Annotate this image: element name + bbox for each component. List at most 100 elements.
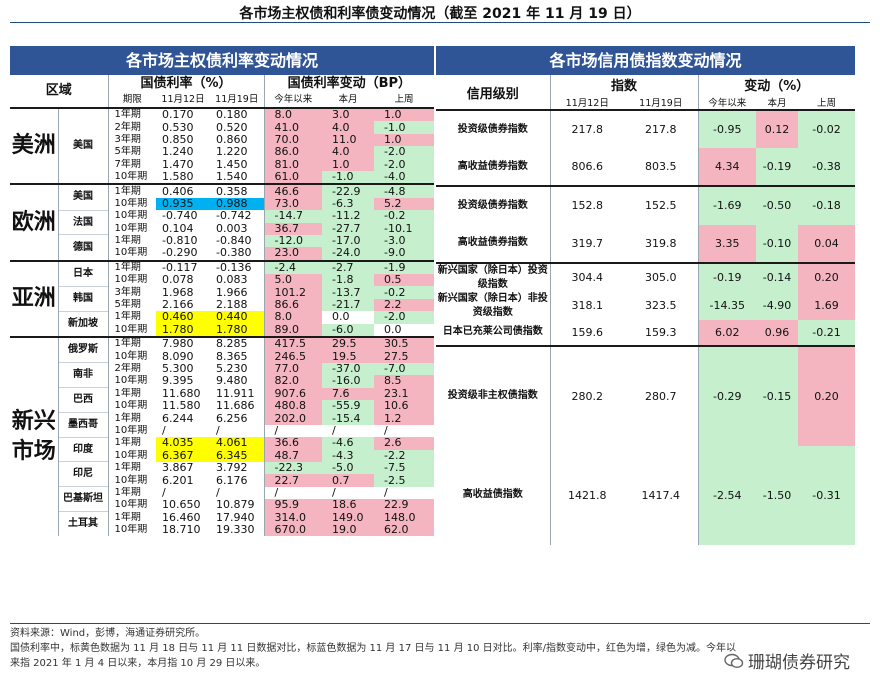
change-mtd-cell: -1.50 bbox=[756, 445, 799, 545]
yield-date1-cell: -0.740 bbox=[162, 210, 198, 223]
credit-table-body: 投资级债券指数 217.8 217.8 -0.95 0.12 -0.02 高收益债券指数 80… bbox=[436, 108, 856, 545]
change-ytd-cell: -14.35 bbox=[697, 291, 757, 320]
period-cell: 1年期 bbox=[114, 311, 141, 323]
period-cell: 3年期 bbox=[114, 286, 141, 298]
change-ytd-cell: 314.0 bbox=[263, 511, 323, 524]
yield-date1-cell: -0.810 bbox=[162, 234, 198, 248]
rating-cell: 日本已充莱公司债指数 bbox=[442, 326, 543, 338]
table-row: 10年期 8.090 8.365 246.5 19.5 27.5 bbox=[10, 350, 435, 363]
change-mtd-cell: -1.8 bbox=[322, 274, 375, 287]
change-wtd-cell: 8.5 bbox=[374, 375, 435, 388]
page-title: 各市场主权债和利率债变动情况（截至 2021 年 11 月 19 日） bbox=[239, 6, 641, 22]
yield-date2-cell: 10.879 bbox=[216, 499, 255, 512]
rating-cell: 高收益债指数 bbox=[462, 489, 523, 501]
change-ytd-cell: 86.0 bbox=[263, 146, 323, 159]
change-wtd-cell: -0.02 bbox=[798, 108, 856, 149]
change-ytd-cell: 8.0 bbox=[263, 311, 323, 324]
change-mtd-cell: -6.3 bbox=[322, 197, 375, 211]
country-label: 日本 bbox=[58, 259, 109, 287]
yield-date1-cell: / bbox=[162, 486, 166, 499]
table-row: 高收益债券指数 319.7 319.8 3.35 -0.10 0.04 bbox=[436, 224, 856, 263]
table-row: 10年期 0.104 0.003 36.7 -27.7 -10.1 bbox=[10, 222, 435, 235]
yield-date2-cell: 6.256 bbox=[216, 412, 248, 425]
header-region: 区域 bbox=[10, 75, 109, 108]
period-cell: 10年期 bbox=[114, 222, 148, 234]
index-date1-cell: 280.2 bbox=[549, 344, 624, 446]
table-row: 10年期 0.935 0.988 73.0 -6.3 5.2 bbox=[10, 197, 435, 211]
footer-notes: 资料来源：Wind，彭博，海通证券研究所。 国债利率中，标黄色数据为 11 月 … bbox=[10, 626, 870, 671]
change-wtd-cell: -0.18 bbox=[798, 185, 856, 225]
index-date1-cell: 806.6 bbox=[549, 148, 624, 187]
table-row: 巴基斯坦 1年期 / / / / / bbox=[10, 486, 434, 512]
change-wtd-cell: -3.0 bbox=[374, 234, 435, 248]
change-ytd-cell: 73.0 bbox=[263, 197, 323, 211]
change-mtd-cell: -1.0 bbox=[322, 170, 375, 185]
index-date2-cell: 803.5 bbox=[645, 160, 677, 174]
yield-date1-cell: 5.300 bbox=[162, 362, 194, 375]
table-row: 5年期 1.240 1.220 86.0 4.0 -2.0 bbox=[10, 146, 435, 159]
table-row: 新兴市场 俄罗斯 1年期 7.980 8.285 417.5 29.5 30.5 bbox=[10, 336, 435, 537]
change-wtd-cell: 1.69 bbox=[798, 291, 856, 320]
country-label: 印度 bbox=[58, 436, 109, 462]
index-date1-cell: 319.7 bbox=[549, 224, 624, 263]
change-mtd-cell: 1.0 bbox=[322, 158, 375, 171]
change-ytd-cell: 101.2 bbox=[263, 286, 323, 299]
index-date1-cell: 217.8 bbox=[549, 108, 624, 149]
change-ytd-cell: 246.5 bbox=[263, 350, 323, 363]
watermark-text: 珊瑚债券研究 bbox=[748, 653, 850, 673]
index-date2-cell: 152.5 bbox=[624, 185, 699, 225]
yield-date2-cell: 1.780 bbox=[210, 323, 265, 338]
region-label: 欧洲 bbox=[10, 183, 59, 261]
period-cell: 10年期 bbox=[114, 210, 148, 222]
yield-date1-cell: 1.240 bbox=[162, 146, 194, 159]
period-cell: 10年期 bbox=[114, 375, 148, 387]
period-cell: 1年期 bbox=[114, 462, 141, 474]
change-ytd-cell: 907.6 bbox=[263, 387, 323, 400]
rating-cell: 新兴国家（除日本）投资级指数 bbox=[436, 261, 550, 292]
change-ytd-cell: 86.6 bbox=[263, 298, 323, 312]
watermark: 珊瑚债券研究 bbox=[724, 648, 850, 674]
change-mtd-cell: -6.0 bbox=[322, 323, 375, 338]
table-row: 5年期 2.166 2.188 86.6 -21.7 2.2 bbox=[10, 298, 435, 312]
table-row: 印度 1年期 4.035 4.061 36.6 -4.6 2.6 bbox=[10, 436, 435, 462]
credit-index-panel: 各市场信用债指数变动情况 信用级别 指数 变动（%） 11月12日 11月19日… bbox=[436, 46, 856, 545]
change-ytd-cell: -12.0 bbox=[263, 234, 323, 248]
yield-date1-cell: 1.780 bbox=[156, 323, 211, 338]
change-ytd-cell: 70.0 bbox=[263, 133, 323, 147]
period-cell: 1年期 bbox=[108, 106, 157, 122]
yield-date2-cell: 19.330 bbox=[216, 523, 255, 537]
region-label: 亚洲 bbox=[10, 259, 59, 338]
period-cell: 2年期 bbox=[114, 363, 141, 374]
period-cell: 10年期 bbox=[114, 247, 148, 259]
change-wtd-cell: 0.5 bbox=[374, 274, 435, 287]
change-mtd-cell: 11.0 bbox=[322, 133, 375, 147]
table-row: 2年期 0.530 0.520 41.0 4.0 -1.0 bbox=[10, 121, 435, 134]
yield-date2-cell: 0.988 bbox=[210, 197, 265, 211]
yield-date1-cell: 3.867 bbox=[162, 461, 194, 475]
change-ytd-cell: 41.0 bbox=[263, 121, 323, 134]
change-ytd-cell: -14.7 bbox=[263, 210, 323, 223]
wechat-icon bbox=[724, 653, 744, 674]
change-mtd-cell: 149.0 bbox=[322, 511, 375, 524]
period-cell: 7年期 bbox=[114, 158, 141, 170]
change-ytd-cell: 4.34 bbox=[697, 148, 757, 187]
change-wtd-cell: 22.9 bbox=[374, 499, 435, 512]
table-row: 美洲 美国 1年期 0.170 0.180 8.0 3.0 1.0 bbox=[10, 106, 435, 185]
change-wtd-cell: -1.0 bbox=[374, 121, 435, 134]
change-wtd-cell: 10.6 bbox=[374, 399, 435, 413]
country-label: 德国 bbox=[58, 234, 109, 261]
table-row: 德国 1年期 -0.810 -0.840 -12.0 -17.0 -3.0 bbox=[10, 234, 435, 261]
change-mtd-cell: 29.5 bbox=[322, 336, 375, 351]
header-wtd: 上周 bbox=[817, 97, 837, 109]
table-row: 10年期 18.710 19.330 670.0 19.0 62.0 bbox=[10, 523, 435, 537]
period-cell: 10年期 bbox=[114, 400, 148, 412]
yield-date2-cell: / bbox=[216, 486, 220, 499]
yield-date2-cell: 8.285 bbox=[210, 336, 265, 351]
change-mtd-cell: 4.0 bbox=[322, 146, 375, 159]
change-ytd-cell: -1.69 bbox=[697, 185, 757, 225]
period-cell: 10年期 bbox=[114, 449, 148, 461]
change-mtd-cell: 19.0 bbox=[322, 523, 375, 537]
header-ytd: 今年以来 bbox=[263, 92, 323, 108]
change-mtd-cell: 19.5 bbox=[322, 350, 375, 363]
header-date2: 11月19日 bbox=[215, 93, 259, 105]
